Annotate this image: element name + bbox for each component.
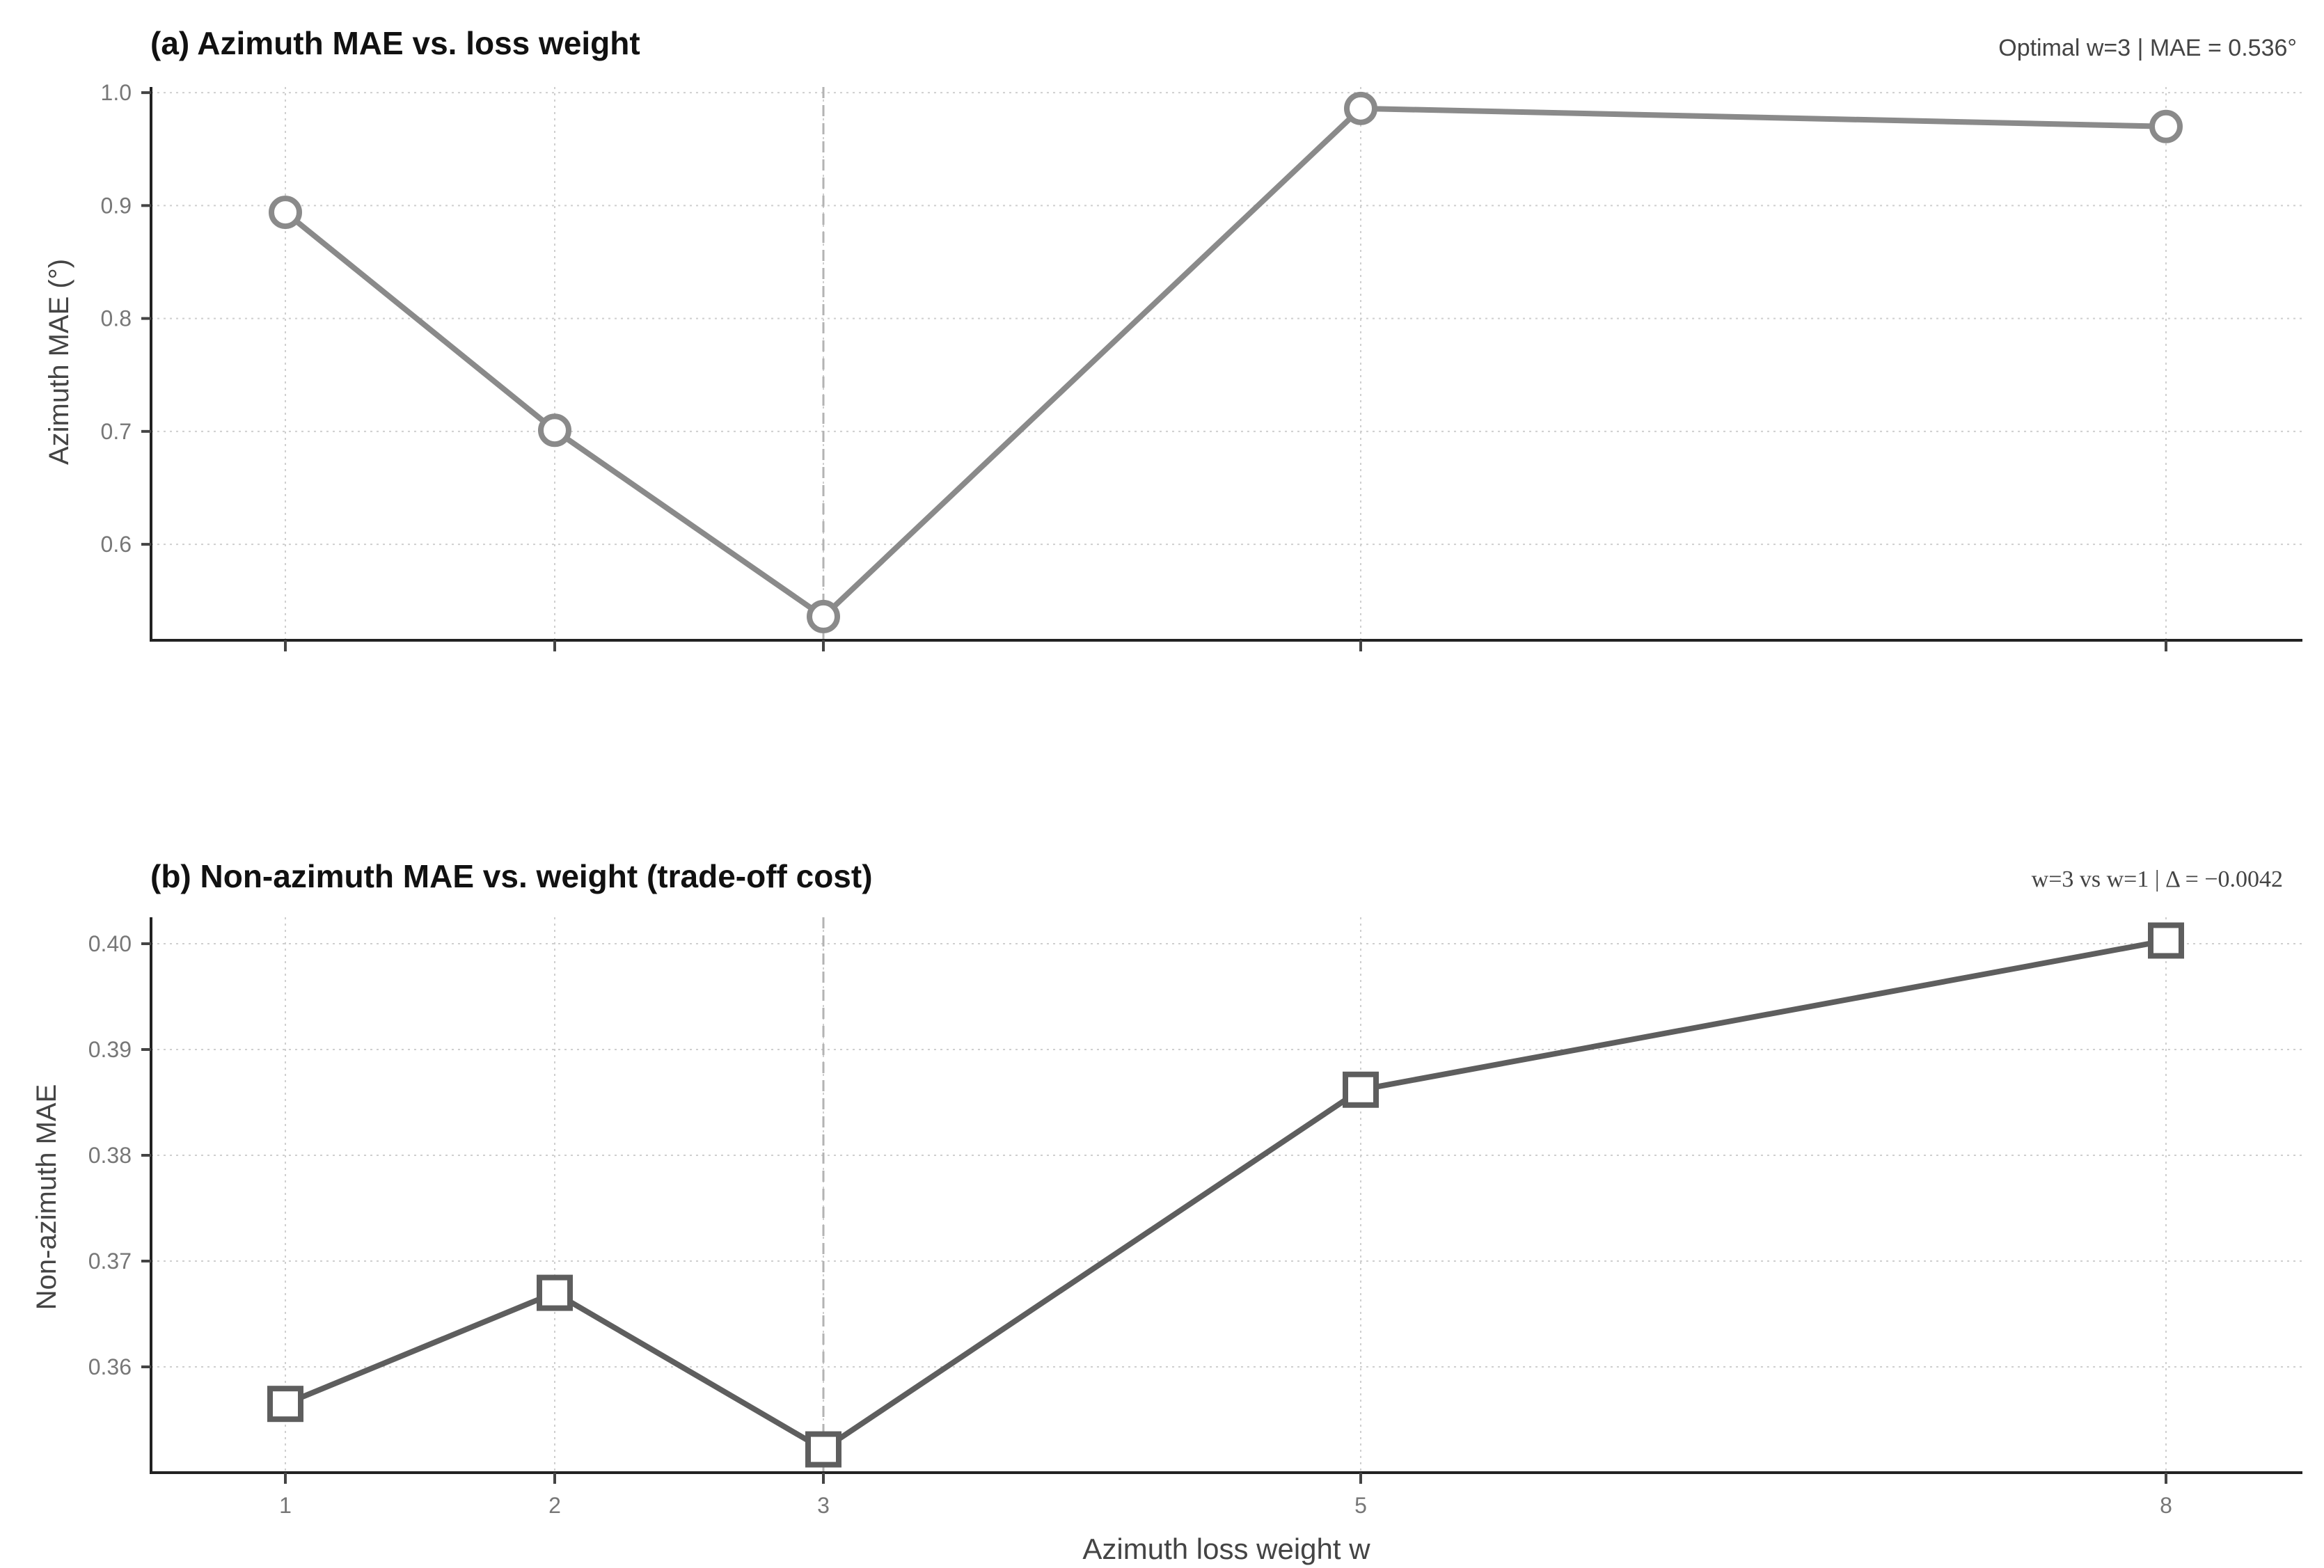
panel-b-xtick-label: 3: [817, 1493, 830, 1518]
panel-b-ytick-label: 0.37: [88, 1249, 132, 1274]
panel-b-data-point: [805, 1431, 841, 1468]
panel-b-data-point: [1343, 1071, 1379, 1108]
panel-a-axes: [150, 87, 2302, 642]
panel-b-xtick-label: 2: [548, 1493, 561, 1518]
panel-a-ytick-label: 0.6: [101, 532, 132, 557]
panel-a-x-ticks: [284, 640, 2167, 651]
panel-a-data-point: [538, 413, 571, 448]
panel-b-xtick-label: 8: [2160, 1493, 2172, 1518]
panel-a-series-line: [283, 105, 2167, 619]
panel-b-data-point: [2148, 922, 2184, 959]
panel-b-data-point: [537, 1274, 573, 1311]
panel-a-y-ticks: 0.6 0.7 0.8 0.9 1.0: [101, 80, 151, 557]
panel-b-x-ticks: 1 2 3 5 8: [279, 1473, 2172, 1518]
panel-b-title: (b) Non-azimuth MAE vs. weight (trade-of…: [150, 858, 873, 894]
panel-b-ytick-label: 0.38: [88, 1143, 132, 1168]
panel-b-ylabel: Non-azimuth MAE: [31, 1084, 62, 1310]
panel-b-xtick-label: 1: [279, 1493, 292, 1518]
panel-a: (a) Azimuth MAE vs. loss weight Optimal …: [44, 25, 2302, 651]
panel-b: (b) Non-azimuth MAE vs. weight (trade-of…: [31, 858, 2302, 1565]
panel-a-data-point: [269, 196, 302, 230]
panel-a-data-point: [807, 599, 840, 633]
panel-b-ytick-label: 0.39: [88, 1037, 132, 1062]
panel-b-axis-lines: [150, 917, 2302, 1474]
panel-b-gridlines: [151, 917, 2302, 1473]
panel-a-data-point: [2149, 109, 2183, 143]
panel-a-ytick-label: 0.8: [101, 306, 132, 331]
panel-b-axes: [150, 917, 2302, 1474]
panel-a-ytick-label: 1.0: [101, 80, 132, 105]
panel-b-series: [267, 922, 2184, 1468]
panel-a-series: [269, 91, 2183, 633]
panel-b-annotation: w=3 vs w=1 | Δ = −0.0042: [2032, 866, 2283, 892]
panel-b-ytick-label: 0.36: [88, 1354, 132, 1379]
panel-b-ytick-label: 0.40: [88, 931, 132, 956]
panel-b-series-line: [284, 937, 2167, 1452]
panel-a-ytick-label: 0.7: [101, 419, 132, 444]
panel-a-ylabel: Azimuth MAE (°): [44, 259, 74, 465]
panel-a-title: (a) Azimuth MAE vs. loss weight: [150, 25, 640, 61]
panel-b-xtick-label: 5: [1354, 1493, 1367, 1518]
panel-b-xlabel: Azimuth loss weight w: [1082, 1533, 1370, 1565]
panel-a-axis-lines: [150, 87, 2302, 642]
panel-a-ytick-label: 0.9: [101, 193, 132, 218]
panel-b-y-ticks: 0.36 0.37 0.38 0.39 0.40: [88, 931, 151, 1379]
panel-a-annotation: Optimal w=3 | MAE = 0.536°: [1998, 35, 2297, 61]
panel-b-data-point: [267, 1386, 303, 1423]
panel-a-data-point: [1344, 91, 1377, 125]
